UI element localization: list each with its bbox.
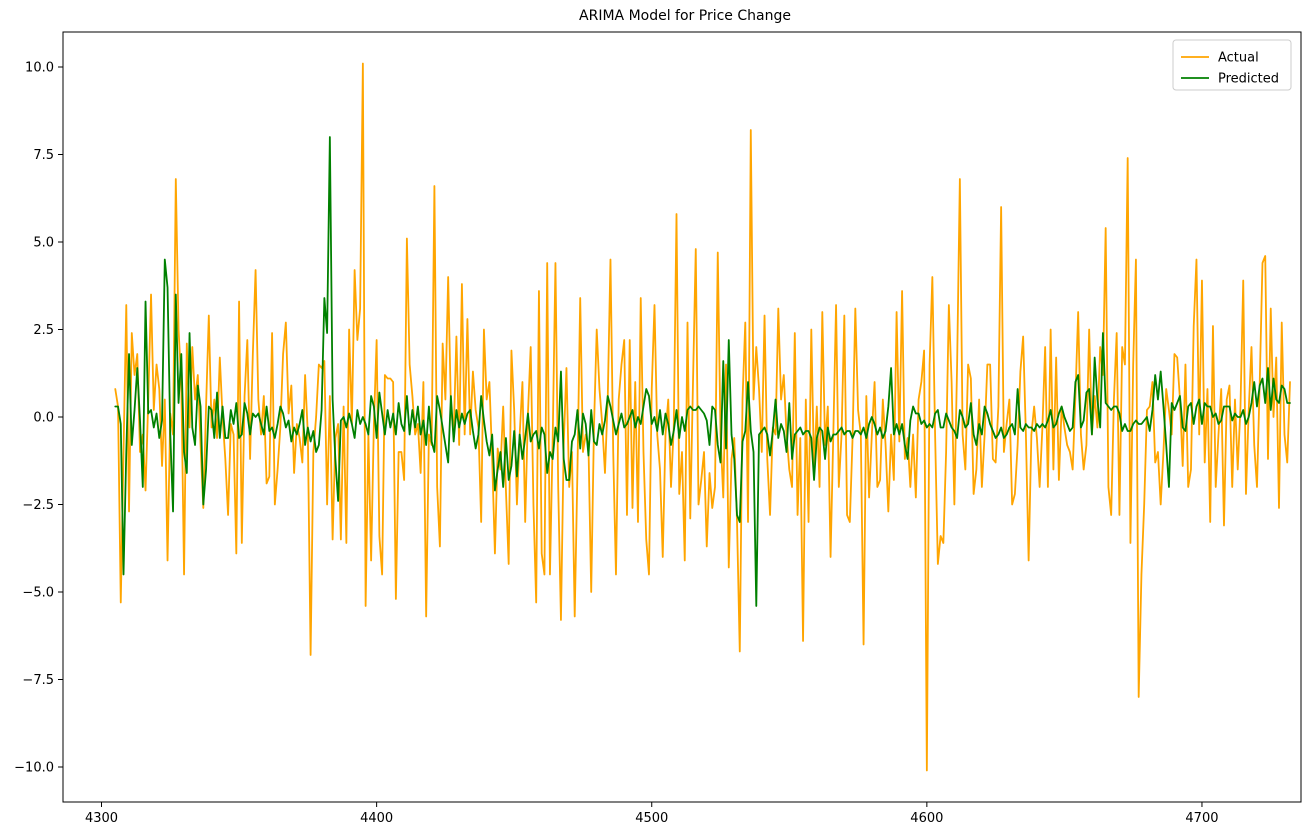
x-tick-label: 4700 bbox=[1185, 811, 1218, 826]
legend-label-actual: Actual bbox=[1218, 51, 1259, 66]
legend: Actual Predicted bbox=[1172, 39, 1292, 91]
x-tick-label: 4400 bbox=[360, 811, 393, 826]
x-tick-label: 4500 bbox=[635, 811, 668, 826]
y-tick-label: 5.0 bbox=[33, 236, 54, 251]
series-line-predicted bbox=[114, 136, 1291, 607]
y-tick-label: −10.0 bbox=[14, 761, 54, 776]
x-axis: 4300 4400 4500 4600 4700 bbox=[85, 802, 1219, 826]
y-tick-label: −5.0 bbox=[22, 586, 54, 601]
y-tick-label: −2.5 bbox=[22, 498, 54, 513]
legend-label-predicted: Predicted bbox=[1218, 72, 1279, 87]
y-tick-label: 2.5 bbox=[33, 323, 54, 338]
y-tick-label: −7.5 bbox=[22, 673, 54, 688]
y-axis: −10.0 −7.5 −5.0 −2.5 0.0 2.5 5.0 7.5 10.0 bbox=[14, 61, 63, 776]
series-line-actual bbox=[114, 62, 1291, 772]
y-tick-label: 7.5 bbox=[33, 148, 54, 163]
y-tick-label: 10.0 bbox=[25, 61, 54, 76]
x-tick-label: 4600 bbox=[910, 811, 943, 826]
chart-title: ARIMA Model for Price Change bbox=[579, 8, 791, 24]
plot-frame bbox=[62, 31, 1302, 803]
x-tick-label: 4300 bbox=[85, 811, 118, 826]
y-tick-label: 0.0 bbox=[33, 411, 54, 426]
plot-area bbox=[114, 62, 1291, 772]
